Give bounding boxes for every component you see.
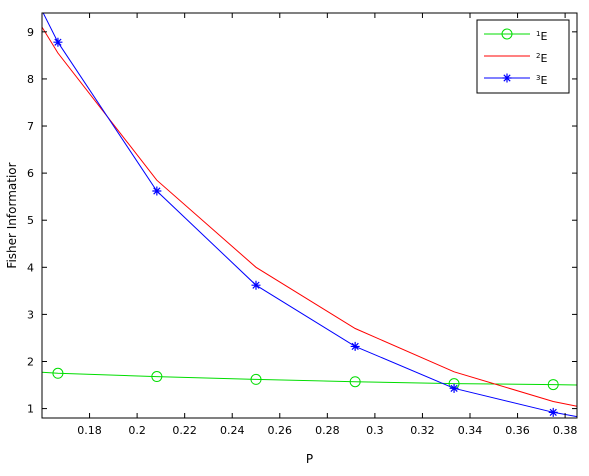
x-axis-label: P <box>306 452 313 466</box>
series-line-1E <box>42 371 577 386</box>
x-tick-label: 0.34 <box>458 424 483 437</box>
legend-marker-3E <box>502 73 512 83</box>
legend-marker-1E <box>501 28 513 40</box>
y-tick-label: 5 <box>27 214 34 227</box>
series-layer <box>42 13 577 418</box>
x-tick-label: 0.38 <box>553 424 578 437</box>
data-point-3E <box>152 186 162 196</box>
y-tick-label: 8 <box>27 73 34 86</box>
x-tick-label: 0.26 <box>268 424 293 437</box>
data-point-1E <box>151 371 163 383</box>
y-tick-label: 2 <box>27 355 34 368</box>
data-point-3E <box>53 37 63 47</box>
x-tick-label: 0.36 <box>505 424 530 437</box>
x-tick-label: 0.28 <box>315 424 340 437</box>
x-tick-label: 0.2 <box>128 424 146 437</box>
x-tick-label: 0.24 <box>220 424 245 437</box>
x-tick-label: 0.18 <box>77 424 102 437</box>
x-tick-label: 0.22 <box>172 424 197 437</box>
y-tick-label: 7 <box>27 120 34 133</box>
x-tick-label: 0.32 <box>410 424 435 437</box>
y-tick-label: 1 <box>27 403 34 416</box>
legend-label-3E: 3E <box>536 74 547 87</box>
data-point-1E <box>547 379 559 391</box>
y-tick-label: 4 <box>27 261 34 274</box>
series-line-2E <box>42 26 577 407</box>
y-tick-label: 6 <box>27 167 34 180</box>
x-tick-label: 0.3 <box>366 424 384 437</box>
legend: 1E 2E 3E <box>476 19 570 94</box>
data-point-3E <box>350 341 360 351</box>
y-tick-label: 9 <box>27 26 34 39</box>
ticks-layer: 0.18 0.2 0.22 0.24 0.26 0.28 0.3 0.32 0.34 0.36 0.… <box>27 13 577 437</box>
data-point-3E <box>449 383 459 393</box>
y-axis-label: Fisher Informatior <box>5 162 19 268</box>
data-point-1E <box>52 367 64 379</box>
legend-label-1E: 1E <box>536 30 547 43</box>
data-point-1E <box>349 376 361 388</box>
data-point-1E <box>250 373 262 385</box>
data-point-3E <box>251 280 261 290</box>
plot-frame <box>41 12 578 419</box>
data-point-3E <box>548 407 558 417</box>
series-line-3E <box>42 13 577 418</box>
y-tick-label: 3 <box>27 308 34 321</box>
legend-label-2E: 2E <box>536 52 547 65</box>
